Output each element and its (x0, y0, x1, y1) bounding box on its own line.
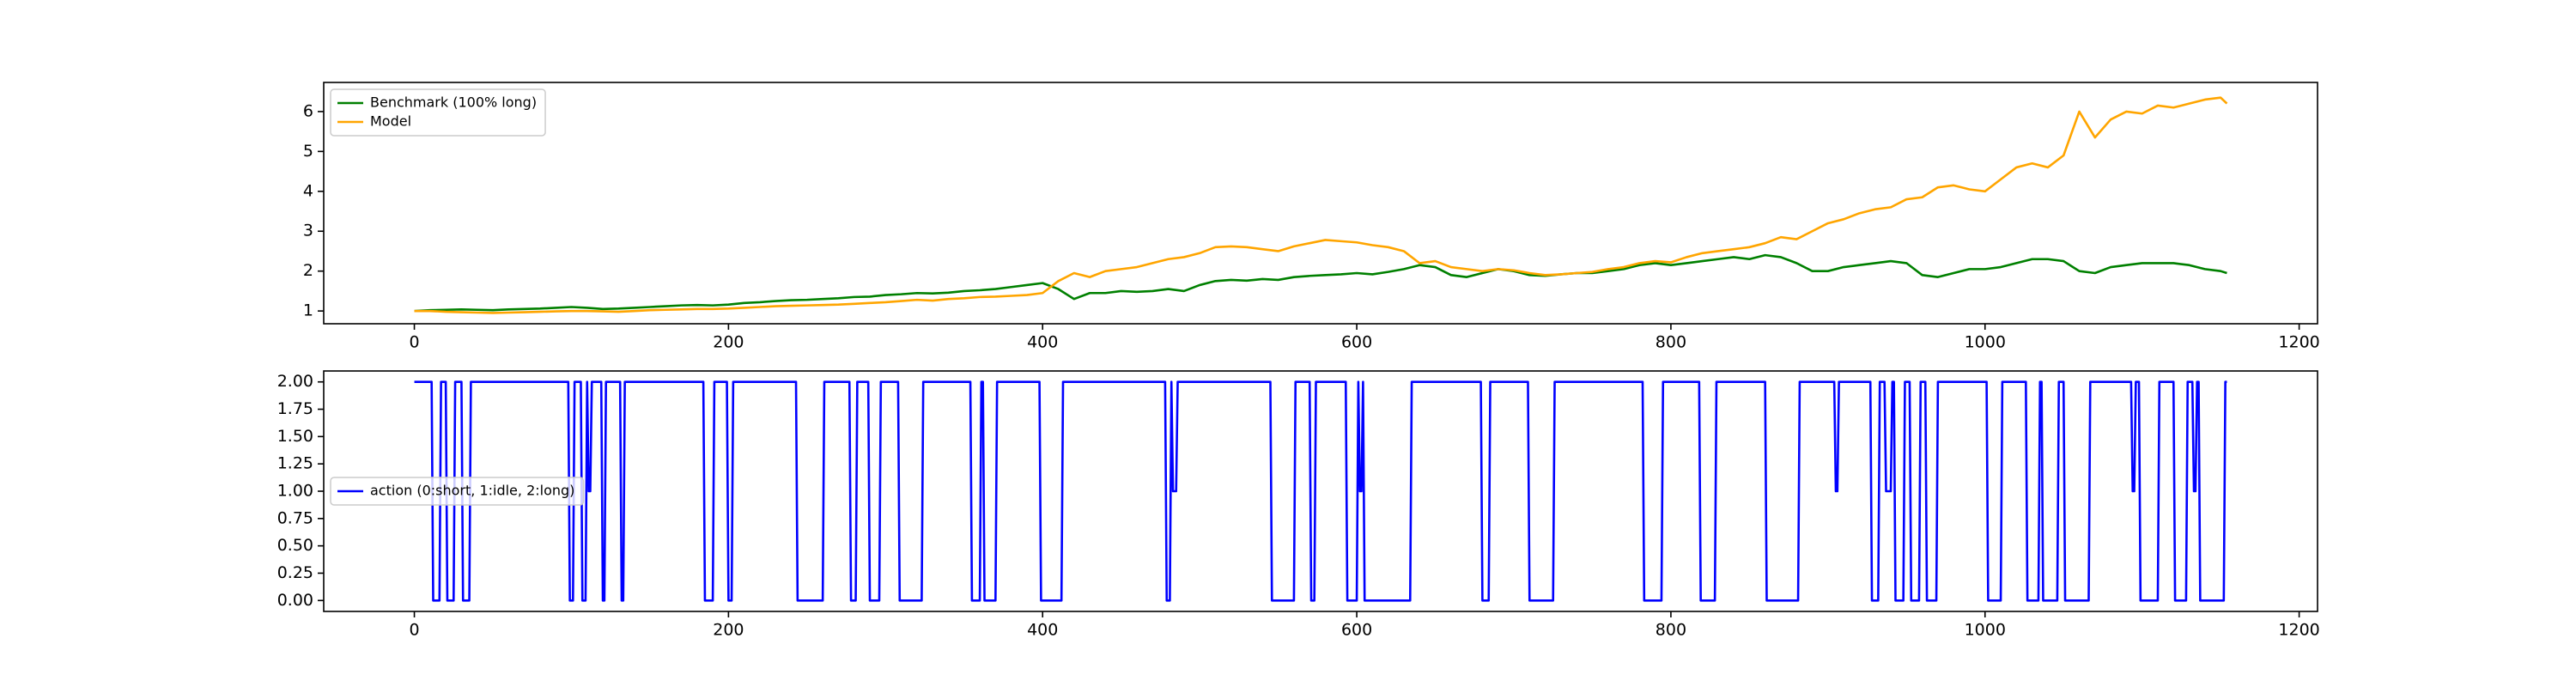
y-tick-label: 1.00 (277, 482, 313, 501)
x-tick-label: 1200 (2278, 621, 2319, 640)
axes-frame (323, 370, 2318, 612)
legend-label: action (0:short, 1:idle, 2:long) (370, 483, 574, 499)
series-line (414, 253, 2227, 313)
x-tick-label: 1000 (1965, 621, 2006, 640)
y-tick-label: 1.75 (277, 399, 313, 418)
x-tick-label: 800 (1656, 333, 1686, 352)
y-tick-label: 5 (303, 142, 313, 161)
y-tick-label: 4 (303, 181, 313, 200)
x-tick-label: 200 (713, 621, 744, 640)
x-tick-label: 400 (1027, 621, 1058, 640)
y-tick-label: 2.00 (277, 372, 313, 391)
series-line (414, 96, 2228, 314)
y-tick-label: 0.50 (277, 536, 313, 555)
y-tick-label: 1 (303, 301, 313, 320)
subplot: 0 200 400 600 800 1000 1200 0.00 0.25 0.50 0.75 1.0… (277, 370, 2320, 640)
y-tick-label: 0.00 (277, 591, 313, 610)
legend-box (330, 88, 546, 137)
y-tick-label: 0.75 (277, 508, 313, 527)
subplot: 0 200 400 600 800 1000 1200 1 2 3 4 5 6 Benchmark (10… (303, 82, 2320, 352)
series-line (414, 380, 2227, 602)
x-tick-label: 600 (1341, 621, 1372, 640)
x-tick-label: 600 (1341, 333, 1372, 352)
y-tick-label: 3 (303, 222, 313, 240)
legend-label: Benchmark (100% long) (370, 94, 537, 111)
legend-label: Model (370, 113, 411, 130)
x-tick-label: 0 (409, 621, 419, 640)
legend-box (330, 477, 585, 506)
y-tick-label: 2 (303, 261, 313, 280)
x-tick-label: 1000 (1965, 333, 2006, 352)
y-tick-label: 0.25 (277, 563, 313, 582)
x-tick-label: 200 (713, 333, 744, 352)
x-tick-label: 1200 (2278, 333, 2319, 352)
legend: Benchmark (100% long) Model (330, 88, 546, 137)
y-tick-label: 1.25 (277, 454, 313, 473)
x-tick-label: 800 (1656, 621, 1686, 640)
y-tick-label: 6 (303, 101, 313, 120)
x-tick-label: 0 (409, 333, 419, 352)
y-tick-label: 1.50 (277, 427, 313, 446)
axes-frame (323, 82, 2318, 325)
x-tick-label: 400 (1027, 333, 1058, 352)
legend: action (0:short, 1:idle, 2:long) (330, 477, 585, 506)
